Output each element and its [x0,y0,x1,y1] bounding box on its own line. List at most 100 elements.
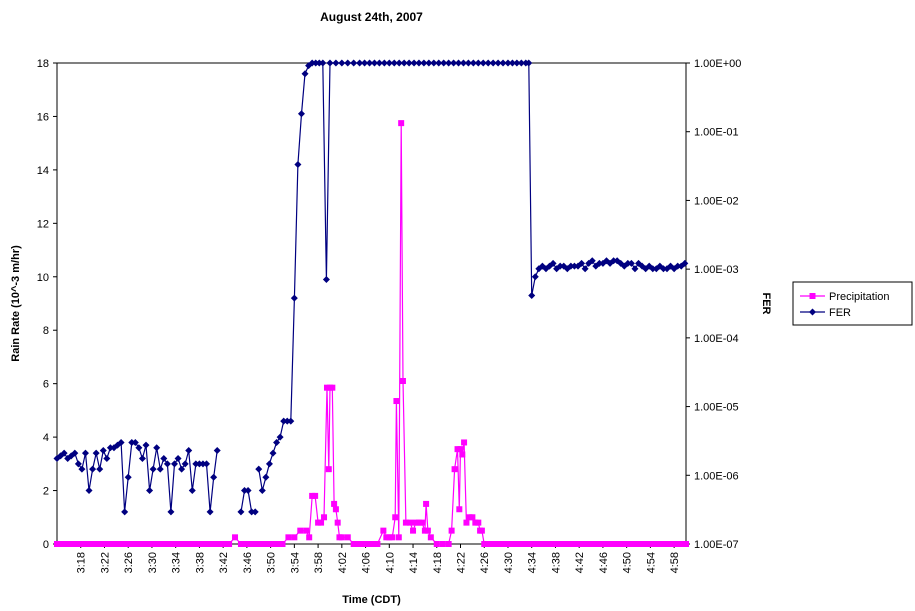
left-tick-label: 12 [37,218,49,230]
precipitation-point [274,541,281,547]
precipitation-point [660,541,667,547]
precipitation-point [203,541,210,547]
x-tick-label: 3:26 [123,552,135,573]
x-tick-label: 4:10 [384,552,396,573]
fer-point [106,444,114,452]
precipitation-point [518,541,525,547]
precipitation-point [199,541,206,547]
precipitation-point [559,541,566,547]
fer-point [78,465,86,473]
precipitation-point [673,541,680,547]
x-tick-label: 4:46 [598,552,610,573]
precipitation-point [555,541,562,547]
right-y-axis-title: FER [760,293,772,315]
x-tick-label: 3:18 [76,552,88,573]
fer-point [624,259,632,267]
precipitation-point [564,541,571,547]
precipitation-point [423,500,430,507]
fer-point [332,59,340,67]
precipitation-point [291,534,298,541]
precipitation-point [355,541,362,547]
precipitation-point [279,541,286,547]
precipitation-point [623,541,630,547]
x-tick-label: 4:02 [337,552,349,573]
left-tick-label: 2 [43,486,49,498]
fer-point [556,262,564,270]
fer-point [395,59,403,67]
precipitation-point [445,541,452,547]
fer-point [649,265,657,273]
precipitation-point [318,519,325,526]
fer-point [681,259,689,267]
precipitation-point [139,541,146,547]
precipitation-point [514,541,521,547]
fer-point [195,460,203,468]
legend-fer-marker [809,308,816,316]
fer-point [459,59,467,67]
fer-point [312,59,320,67]
precipitation-point [297,527,304,534]
fer-point [356,59,364,67]
precipitation-point [485,541,492,547]
precipitation-point [54,541,60,547]
fer-point [156,465,164,473]
precipitation-point [116,541,123,547]
fer-point [71,449,79,457]
fer-point [455,59,463,67]
fer-point [131,438,139,446]
fer-point [297,110,305,118]
precipitation-point [126,541,133,547]
precipitation-point [148,541,155,547]
fer-point [659,265,667,273]
fer-point [210,473,218,481]
fer-point [287,417,295,425]
precipitation-point [683,541,689,547]
precipitation-point [600,541,607,547]
fer-point [121,508,129,516]
fer-point [319,59,327,67]
precipitation-point [285,534,292,541]
fer-point [255,465,263,473]
precipitation-point [395,534,402,541]
fer-point [237,508,245,516]
precipitation-point [392,514,399,521]
right-tick-label: 1.00E-03 [694,264,739,276]
fer-point [445,59,453,67]
fer-point [435,59,443,67]
fer-point [170,460,178,468]
x-tick-label: 4:50 [622,552,634,573]
precipitation-point [469,514,476,521]
fer-point [631,265,639,273]
fer-point [494,59,502,67]
legend: Precipitation FER [792,281,913,326]
fer-point [142,441,150,449]
left-tick-label: 0 [43,539,49,551]
fer-point [85,487,93,495]
precipitation-point [251,541,258,547]
fer-point [273,438,281,446]
fer-point [370,59,378,67]
x-tick-label: 3:30 [147,552,159,573]
precipitation-point [334,519,341,526]
precipitation-point [185,541,192,547]
precipitation-point [456,506,463,513]
right-tick-label: 1.00E-06 [694,470,739,482]
precipitation-point [237,541,244,547]
precipitation-point [171,541,178,547]
precipitation-point [587,541,594,547]
precipitation-point [180,541,187,547]
precipitation-point [364,541,371,547]
fer-point [89,465,97,473]
fer-point [361,59,369,67]
fer-point [430,59,438,67]
precipitation-point [360,541,367,547]
precipitation-point [504,541,511,547]
left-tick-label: 16 [37,111,49,123]
precipitation-point [398,120,405,127]
fer-point [153,444,161,452]
precipitation-point [523,541,530,547]
precipitation-point [448,527,455,534]
fer-point [570,262,578,270]
legend-precipitation-label: Precipitation [829,291,890,303]
fer-point [146,487,154,495]
